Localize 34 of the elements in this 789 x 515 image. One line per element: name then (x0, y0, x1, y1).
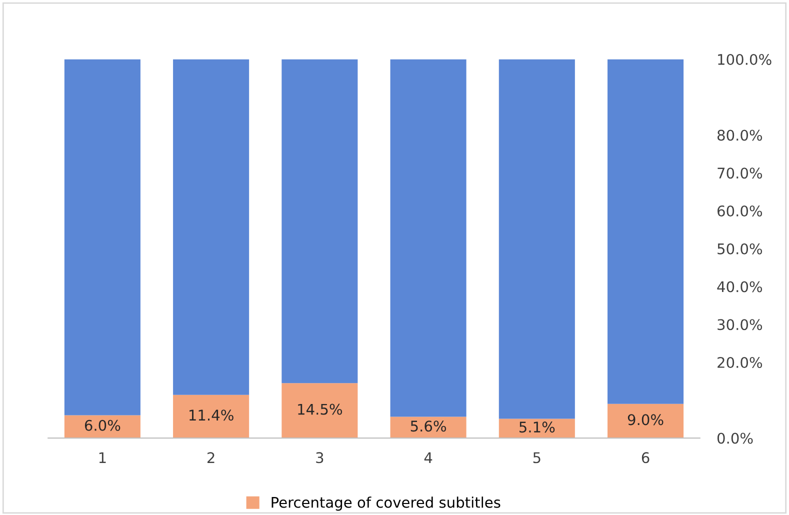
data-label: 6.0% (84, 420, 120, 431)
data-label: 5.6% (410, 420, 446, 432)
data-label: 11.4% (189, 410, 234, 421)
data-label: 9.0% (628, 414, 664, 426)
data-label: 14.5% (298, 404, 342, 415)
y-tick-label: 40.0% (717, 281, 762, 292)
x-tick-label: 5 (533, 452, 540, 464)
y-tick-label: 70.0% (718, 168, 762, 179)
bar (173, 394, 250, 438)
bar (282, 383, 358, 438)
bar (282, 59, 358, 384)
x-tick-label: 4 (424, 452, 432, 463)
y-tick-label: 20.0% (718, 356, 762, 368)
data-label: 5.1% (520, 422, 555, 433)
bar (390, 59, 466, 417)
bar (608, 59, 684, 404)
bar (64, 59, 140, 416)
bar (390, 416, 466, 438)
bar (173, 59, 250, 395)
legend-label: Percentage of covered subtitles (272, 496, 500, 511)
x-tick-label: 1 (99, 452, 106, 463)
y-tick-label: 80.0% (718, 130, 762, 141)
y-tick-label: 60.0% (718, 205, 762, 216)
x-tick-label: 6 (642, 452, 650, 464)
x-tick-label: 2 (207, 452, 214, 463)
y-tick-label: 30.0% (718, 319, 762, 330)
y-tick-label: 50.0% (718, 243, 762, 254)
bar (64, 415, 140, 438)
bar (498, 418, 575, 438)
bar (498, 59, 575, 419)
y-tick-label: 0.0% (717, 432, 753, 444)
bar (608, 404, 684, 438)
y-tick-label: 100.0% (718, 54, 772, 65)
x-tick-label: 3 (316, 452, 324, 464)
